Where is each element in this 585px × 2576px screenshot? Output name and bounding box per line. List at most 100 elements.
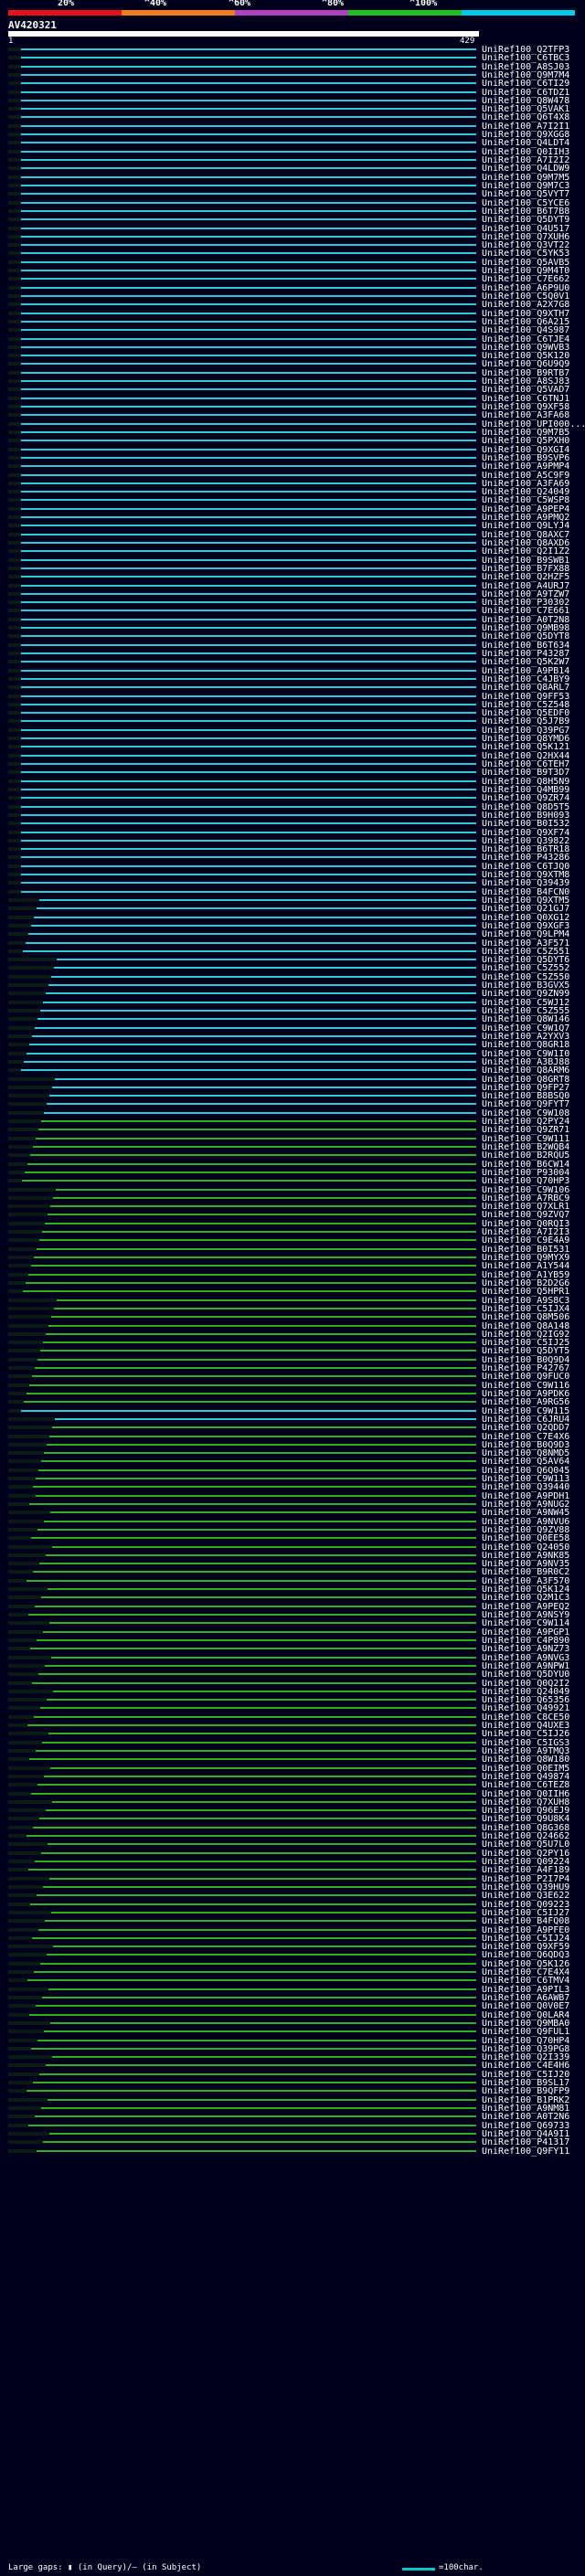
hit-bar[interactable] (21, 840, 476, 842)
hit-bar[interactable] (49, 1622, 476, 1624)
hit-label[interactable]: UniRef100_Q8GR18 (482, 1040, 570, 1050)
hit-label[interactable]: UniRef100_B9RTB7 (482, 368, 570, 378)
hit-label[interactable]: UniRef100_C5IJX4 (482, 1304, 570, 1314)
hit-label[interactable]: UniRef100_Q8AXC7 (482, 530, 570, 540)
hit-bar[interactable] (21, 133, 476, 135)
hit-label[interactable]: UniRef100_Q9M4T0 (482, 266, 570, 276)
hit-label[interactable]: UniRef100_Q9MYX9 (482, 1253, 570, 1263)
hit-bar[interactable] (21, 670, 476, 672)
hit-bar[interactable] (21, 338, 476, 340)
hit-bar[interactable] (32, 1035, 476, 1037)
hit-bar[interactable] (31, 925, 476, 927)
hit-bar[interactable] (27, 1393, 476, 1394)
hit-bar[interactable] (28, 1274, 476, 1276)
hit-label[interactable]: UniRef100_Q5J7B9 (482, 716, 570, 726)
hit-bar[interactable] (45, 1223, 476, 1224)
hit-label[interactable]: UniRef100_P2I7P4 (482, 1874, 570, 1884)
hit-label[interactable]: UniRef100_Q65356 (482, 1695, 570, 1705)
hit-bar[interactable] (52, 1801, 476, 1803)
hit-label[interactable]: UniRef100_Q9FYT7 (482, 1099, 570, 1109)
hit-label[interactable]: UniRef100_Q0XG12 (482, 913, 570, 923)
hit-bar[interactable] (21, 559, 476, 561)
hit-bar[interactable] (46, 1333, 476, 1335)
hit-label[interactable]: UniRef100_C6TNJ1 (482, 394, 570, 404)
hit-label[interactable]: UniRef100_A3BJ88 (482, 1057, 570, 1067)
hit-bar[interactable] (21, 372, 476, 374)
hit-label[interactable]: UniRef100_A0T2N6 (482, 2112, 570, 2122)
hit-label[interactable]: UniRef100_Q9XTM5 (482, 896, 570, 906)
hit-label[interactable]: UniRef100_A6P9U0 (482, 283, 570, 293)
hit-bar[interactable] (36, 1138, 476, 1140)
hit-label[interactable]: UniRef100_Q24050 (482, 1542, 570, 1553)
hit-label[interactable]: UniRef100_C6TEZ8 (482, 1780, 570, 1790)
hit-bar[interactable] (21, 176, 476, 178)
hit-label[interactable]: UniRef100_Q5DYT8 (482, 631, 570, 641)
hit-label[interactable]: UniRef100_B6T7B8 (482, 207, 570, 217)
hit-bar[interactable] (49, 1436, 476, 1437)
hit-bar[interactable] (27, 2090, 476, 2092)
hit-bar[interactable] (31, 1265, 476, 1267)
hit-bar[interactable] (37, 1639, 476, 1641)
hit-bar[interactable] (34, 1971, 476, 1973)
hit-label[interactable]: UniRef100_A9PFE0 (482, 1925, 570, 1935)
hit-bar[interactable] (37, 1894, 476, 1896)
hit-label[interactable]: UniRef100_Q7XLR1 (482, 1202, 570, 1212)
hit-label[interactable]: UniRef100_Q9WVB3 (482, 343, 570, 353)
hit-bar[interactable] (24, 1061, 476, 1063)
hit-label[interactable]: UniRef100_UPI000... (482, 419, 585, 429)
hit-bar[interactable] (49, 2133, 476, 2135)
hit-bar[interactable] (35, 1027, 476, 1029)
hit-label[interactable]: UniRef100_Q4U517 (482, 224, 570, 234)
hit-label[interactable]: UniRef100_B8BSQ0 (482, 1091, 570, 1101)
hit-label[interactable]: UniRef100_Q4UXE3 (482, 1721, 570, 1731)
hit-bar[interactable] (21, 355, 476, 356)
hit-label[interactable]: UniRef100_B0I531 (482, 1245, 570, 1255)
hit-label[interactable]: UniRef100_A9S8C3 (482, 1296, 570, 1306)
hit-bar[interactable] (51, 976, 476, 978)
hit-bar[interactable] (21, 457, 476, 459)
hit-bar[interactable] (21, 278, 476, 280)
hit-bar[interactable] (33, 1146, 476, 1148)
hit-label[interactable]: UniRef100_Q8YMD6 (482, 734, 570, 744)
hit-bar[interactable] (37, 1529, 476, 1531)
hit-bar[interactable] (29, 1503, 476, 1505)
hit-label[interactable]: UniRef100_Q5K121 (482, 742, 570, 752)
hit-bar[interactable] (21, 593, 476, 595)
hit-bar[interactable] (21, 874, 476, 875)
hit-bar[interactable] (21, 193, 476, 195)
hit-label[interactable]: UniRef100_A2X7G8 (482, 300, 570, 310)
hit-label[interactable]: UniRef100_Q0LAR4 (482, 2010, 570, 2020)
hit-bar[interactable] (48, 2099, 476, 2101)
hit-bar[interactable] (21, 313, 476, 314)
hit-bar[interactable] (47, 1954, 476, 1956)
hit-bar[interactable] (50, 1767, 476, 1769)
hit-bar[interactable] (54, 1308, 476, 1309)
hit-bar[interactable] (21, 303, 476, 305)
hit-bar[interactable] (21, 270, 476, 271)
hit-bar[interactable] (21, 491, 476, 493)
hit-label[interactable]: UniRef100_A9PEP4 (482, 504, 570, 514)
hit-label[interactable]: UniRef100_Q8W180 (482, 1754, 570, 1765)
hit-label[interactable]: UniRef100_A5C9F9 (482, 471, 570, 481)
hit-bar[interactable] (36, 1495, 476, 1497)
hit-label[interactable]: UniRef100_B9QFP9 (482, 2086, 570, 2096)
hit-bar[interactable] (47, 1444, 476, 1446)
hit-bar[interactable] (21, 167, 476, 169)
hit-label[interactable]: UniRef100_A9PMP4 (482, 461, 570, 472)
hit-bar[interactable] (21, 388, 476, 390)
hit-label[interactable]: UniRef100_B2RQU5 (482, 1150, 570, 1161)
hit-bar[interactable] (21, 525, 476, 526)
hit-bar[interactable] (21, 822, 476, 824)
hit-bar[interactable] (21, 1069, 476, 1071)
hit-bar[interactable] (21, 508, 476, 510)
hit-label[interactable]: UniRef100_Q09223 (482, 1900, 570, 1910)
hit-bar[interactable] (28, 2125, 476, 2126)
hit-bar[interactable] (27, 1724, 476, 1726)
hit-bar[interactable] (21, 363, 476, 365)
hit-bar[interactable] (36, 2005, 476, 2007)
hit-label[interactable]: UniRef100_C6TDZ1 (482, 88, 570, 98)
hit-bar[interactable] (21, 610, 476, 611)
hit-bar[interactable] (21, 882, 476, 884)
hit-bar[interactable] (50, 1511, 476, 1513)
hit-label[interactable]: UniRef100_Q5AVB5 (482, 258, 570, 268)
